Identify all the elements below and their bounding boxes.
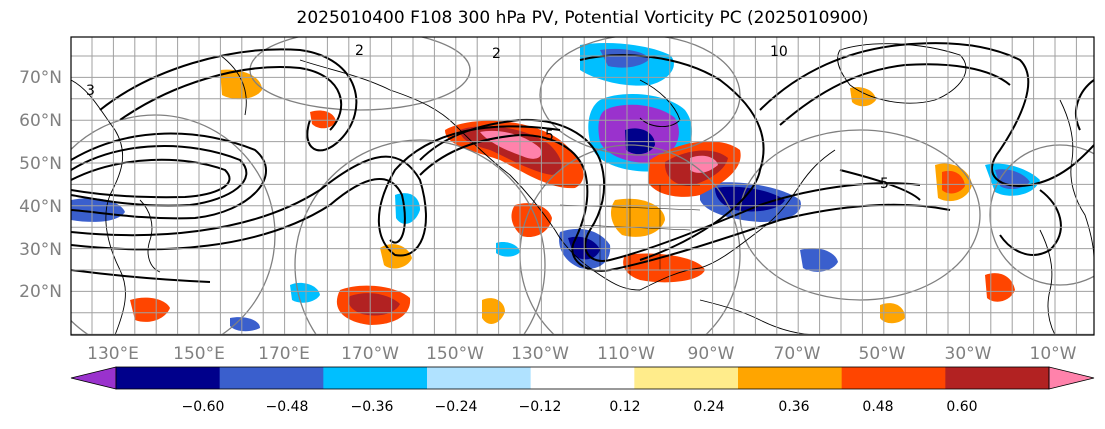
- colorbar-segment: [116, 367, 221, 389]
- contour-label: 2: [355, 43, 364, 59]
- lat-label-70n: 70°N: [19, 68, 62, 88]
- contour-label: 10: [770, 44, 788, 60]
- colorbar-tick-label: −0.48: [265, 399, 309, 415]
- lat-label-30n: 30°N: [19, 240, 62, 260]
- colorbar-tick-label: 0.12: [609, 399, 641, 415]
- contour-label: 5: [545, 128, 554, 144]
- lon-label-30w: 30°W: [944, 344, 992, 364]
- colorbar-segment: [530, 367, 635, 389]
- colorbar-tick-label: −0.60: [181, 399, 225, 415]
- colorbar-tick-label: 0.36: [778, 399, 810, 415]
- lat-label-60n: 60°N: [19, 111, 62, 131]
- lon-label-110w: 110°W: [597, 344, 655, 364]
- colorbar-tick-label: −0.12: [518, 399, 562, 415]
- lat-label-40n: 40°N: [19, 197, 62, 217]
- colorbar-tick-label: 0.24: [693, 399, 725, 415]
- colorbar-segment: [219, 367, 324, 389]
- lat-label-20n: 20°N: [19, 282, 62, 302]
- colorbar-segment: [634, 367, 739, 389]
- contour-label: 5: [880, 176, 889, 192]
- map-frame: [70, 36, 1095, 336]
- colorbar-tick-label: −0.36: [350, 399, 394, 415]
- chart-title: 2025010400 F108 300 hPa PV, Potential Vo…: [296, 8, 869, 28]
- lon-label-170w: 170°W: [341, 344, 399, 364]
- lon-label-150e: 150°E: [173, 344, 225, 364]
- lon-label-10w: 10°W: [1029, 344, 1077, 364]
- colorbar: [70, 366, 1095, 390]
- colorbar-segment: [945, 367, 1050, 389]
- colorbar-segment: [427, 367, 532, 389]
- colorbar-tick-label: 0.48: [862, 399, 894, 415]
- colorbar-tick-label: 0.60: [946, 399, 978, 415]
- lon-label-70w: 70°W: [773, 344, 821, 364]
- colorbar-outline: [115, 366, 1050, 390]
- contour-label: 3: [86, 83, 95, 99]
- colorbar-segment: [323, 367, 428, 389]
- lat-label-50n: 50°N: [19, 154, 62, 174]
- lon-label-130w: 130°W: [511, 344, 569, 364]
- lon-label-170e: 170°E: [258, 344, 310, 364]
- grid-lines: [71, 37, 1094, 335]
- lon-label-150w: 150°W: [426, 344, 484, 364]
- colorbar-segment: [841, 367, 946, 389]
- lon-label-130e: 130°E: [87, 344, 139, 364]
- colorbar-tick-label: −0.24: [434, 399, 478, 415]
- lon-label-90w: 90°W: [687, 344, 735, 364]
- colorbar-extend-max: [1048, 366, 1095, 390]
- contour-labels: 2 2 5 5 10 3: [86, 43, 889, 192]
- contour-label: 2: [492, 46, 501, 62]
- colorbar-extend-min: [70, 366, 117, 390]
- lon-label-50w: 50°W: [858, 344, 906, 364]
- colorbar-segment: [738, 367, 843, 389]
